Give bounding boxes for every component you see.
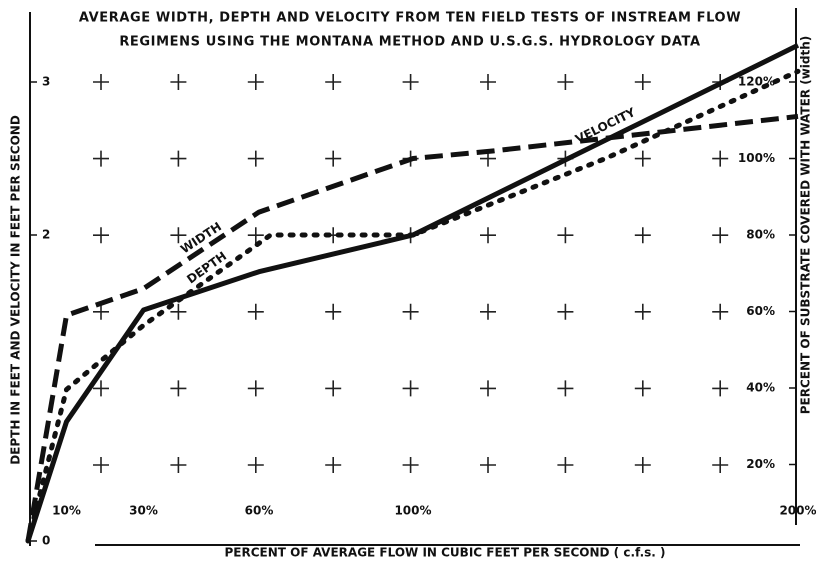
grid-cross [93, 457, 109, 473]
grid-cross [634, 74, 651, 90]
grid-cross [634, 303, 651, 320]
grid-cross [712, 457, 729, 473]
grid-cross [557, 227, 574, 244]
grid-cross [170, 380, 187, 397]
grid-cross [557, 380, 574, 397]
grid-cross [247, 303, 264, 320]
grid-cross [247, 74, 264, 90]
grid-cross [402, 380, 419, 397]
series-line [25, 113, 799, 542]
grid-cross [247, 150, 264, 167]
y2-tick-label: 100% [738, 151, 775, 165]
grid-cross [325, 380, 342, 397]
grid-cross [712, 227, 729, 244]
grid-cross [247, 457, 264, 473]
grid-cross [93, 303, 109, 320]
grid-cross [480, 74, 496, 90]
y-tick-label: 0 [42, 534, 50, 548]
grid-cross [634, 457, 651, 473]
y-axis-label: DEPTH IN FEET AND VELOCITY IN FEET PER S… [9, 115, 23, 465]
y2-tick-label: 60% [746, 304, 775, 318]
grid-cross [325, 74, 342, 90]
grid-cross [402, 457, 419, 473]
grid-cross [325, 150, 342, 167]
grid-cross [93, 150, 109, 167]
y2-axis-label: PERCENT OF SUBSTRATE COVERED WITH WATER … [799, 36, 813, 414]
grid-cross [247, 380, 264, 397]
grid-cross [712, 380, 729, 397]
series-line [25, 68, 801, 544]
grid-cross [480, 457, 496, 473]
x-tick-label: 200% [779, 504, 816, 518]
grid-cross [557, 457, 574, 473]
grid-cross [170, 227, 187, 244]
grid-cross [325, 303, 342, 320]
series-line [25, 43, 800, 542]
grid-cross [93, 380, 109, 397]
x-tick-label: 30% [129, 504, 158, 518]
grid-cross [557, 303, 574, 320]
grid-cross [712, 303, 729, 320]
y2-tick-label: 20% [746, 457, 775, 471]
grid-cross [634, 380, 651, 397]
grid-cross [480, 303, 496, 320]
grid-cross [93, 227, 109, 244]
grid-cross [170, 150, 187, 167]
grid-cross [712, 150, 729, 167]
grid-cross [93, 74, 109, 90]
grid-cross [247, 227, 264, 244]
grid-cross [557, 74, 574, 90]
x-tick-label: 100% [394, 504, 431, 518]
y-tick-label: 3 [42, 75, 50, 89]
grid-cross [170, 303, 187, 320]
y2-tick-label: 120% [738, 75, 775, 89]
chart-title: REGIMENS USING THE MONTANA METHOD AND U.… [119, 35, 700, 50]
grid-cross [170, 74, 187, 90]
grid-cross [480, 380, 496, 397]
grid-cross [170, 457, 187, 473]
x-axis-label: PERCENT OF AVERAGE FLOW IN CUBIC FEET PE… [224, 546, 665, 560]
y2-tick-label: 80% [746, 228, 775, 242]
grid-cross [634, 227, 651, 244]
x-tick-label: 60% [245, 504, 274, 518]
grid-cross [402, 303, 419, 320]
y-tick-label: 2 [42, 228, 50, 242]
grid-cross [480, 227, 496, 244]
x-tick-label: 10% [52, 504, 81, 518]
grid-cross [325, 457, 342, 473]
y2-tick-label: 40% [746, 381, 775, 395]
grid-cross [634, 150, 651, 167]
grid-cross [402, 74, 419, 90]
chart-title: AVERAGE WIDTH, DEPTH AND VELOCITY FROM T… [79, 11, 741, 26]
